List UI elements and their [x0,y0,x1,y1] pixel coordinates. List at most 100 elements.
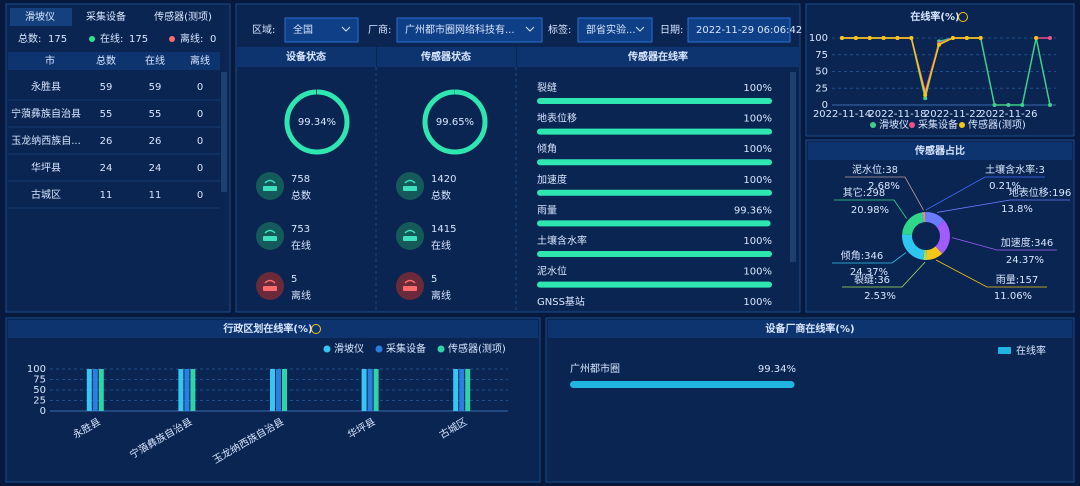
series-point [895,36,900,40]
progress-label: 99.36% [734,205,772,216]
filter-label: 日期: [660,24,683,36]
filter-select[interactable] [284,17,359,43]
gauge-arc [284,89,350,155]
table-cell: 24 [149,163,162,174]
x-tick-label: 2022-11-14 [813,109,871,120]
progress-bar [537,251,772,257]
table-cell: 0 [197,82,203,93]
bar [190,369,196,411]
table-cell: 59 [149,82,162,93]
chart-title: 传感器占比 [914,144,965,157]
progress-label: 100% [743,236,772,247]
scrollbar [221,72,227,192]
pie-percent: 11.06% [994,291,1032,302]
legend-label: 采集设备 [918,118,958,131]
status-icon-glyph [264,279,276,284]
filter-label: 区域: [252,23,275,36]
pie-slice [935,220,950,254]
table-cell: 玉龙纳西族自... [11,134,81,147]
pie-percent: 24.37% [850,267,888,278]
bar [98,369,104,411]
title-bar [808,142,1072,160]
summary-label: 总数: [18,32,41,45]
pie-label: 泥水位:38 [852,163,898,176]
progress-name: GNSS基站 [537,295,585,308]
chart-title: 行政区划在线率(%) [222,322,312,335]
tab-active[interactable] [10,8,72,26]
bar [459,369,465,411]
gauge-label: 99.65% [436,117,474,128]
summary-label: 在线: [100,32,123,45]
bar-label: 99.34% [758,364,796,375]
legend-dot [909,122,915,128]
table-cell: 55 [100,109,113,120]
y-tick-label: 25 [33,396,46,407]
bar [570,381,795,388]
pie-percent: 2.68% [868,181,900,192]
filter-label: 标签: [548,23,571,36]
table-cell: 26 [149,136,162,147]
progress-label: 100% [743,83,772,94]
y-tick-label: 50 [33,385,46,396]
status-icon-glyph [264,229,276,234]
leader-line [845,176,924,211]
filter-select[interactable] [396,17,543,43]
legend-label: 采集设备 [386,342,426,355]
filter-select[interactable] [687,17,791,43]
status-icon-glyph [404,179,416,184]
series-point [937,42,942,47]
title-bar [548,320,1072,338]
panel-title: 传感器在线率 [627,50,688,63]
legend-swatch [998,347,1011,354]
table-header-cell: 总数 [96,54,116,67]
chart-title: 在线率(%) [910,10,959,23]
pie-slice [902,234,925,260]
legend-dot [959,122,965,128]
series-point [853,36,858,40]
series-point [1020,103,1025,107]
progress-name: 裂缝 [537,81,557,94]
dropdown-arrow [525,26,535,32]
chart-title: 设备厂商在线率(%) [765,322,854,335]
dropdown-arrow [341,26,351,32]
pie-slice [902,212,924,235]
bar [465,369,471,411]
progress-name: 加速度 [537,173,567,186]
scrollbar [790,72,796,262]
series-point [1006,103,1011,107]
legend-label: 在线率 [1016,344,1046,357]
pie-label: 加速度:346 [1001,236,1053,249]
pie-percent: 0.21% [989,181,1021,192]
table-cell: 宁蒗彝族自治县 [11,107,81,120]
pie-label: 雨量:157 [996,274,1038,286]
x-tick-label: 2022-11-26 [979,109,1037,120]
pie-slice [926,246,943,260]
status-value: 5 [431,274,437,285]
pie-label: 倾角:346 [841,249,883,262]
leader-line [935,259,1047,288]
progress-label: 100% [743,114,772,125]
panel-title: 传感器状态 [420,50,471,63]
table-cell: 11 [100,190,113,201]
filter-value: 全国 [293,23,313,36]
status-value: 1415 [431,224,456,235]
status-icon-glyph [264,179,276,184]
legend-label: 滑坡仪 [879,118,909,131]
progress-label: 100% [743,267,772,278]
bar [373,369,379,411]
leader-line [936,199,1070,213]
status-icon-glyph [404,279,416,284]
pie-label: 土壤含水率:3 [985,163,1045,176]
status-icon-glyph [403,286,417,291]
x-tick-label: 2022-11-18 [868,109,926,120]
status-label: 总数 [431,189,451,202]
table-cell: 0 [197,190,203,201]
bar [367,369,373,411]
status-icon-glyph [404,229,416,234]
status-label: 在线 [431,239,451,252]
summary-value: 175 [129,34,148,45]
legend-label: 滑坡仪 [334,342,364,355]
pie-label: 地表位移:196 [1009,186,1071,199]
info-icon [311,324,321,334]
status-dot [89,36,95,42]
